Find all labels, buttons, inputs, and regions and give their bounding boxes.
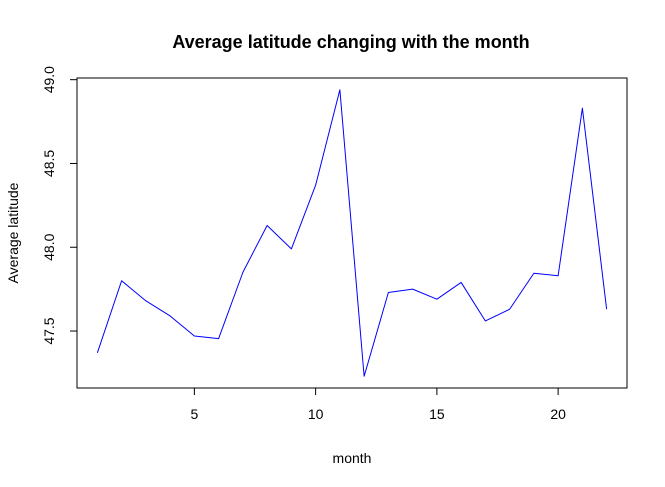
- series-layer: [96, 89, 608, 377]
- x-tick-label: 15: [429, 406, 445, 422]
- y-tick-label: 47.5: [41, 317, 57, 344]
- y-tick-label: 49.0: [41, 66, 57, 93]
- series-line: [96, 89, 608, 377]
- y-axis: 47.5 48.0 48.5 49.0: [41, 66, 78, 345]
- y-tick-label: 48.0: [41, 233, 57, 260]
- y-tick-label: 48.5: [41, 150, 57, 177]
- x-axis: 5 10 15 20: [190, 387, 566, 422]
- x-tick-label: 5: [190, 406, 198, 422]
- x-tick-label: 20: [550, 406, 566, 422]
- y-axis-label: Average latitude: [5, 182, 21, 283]
- x-axis-label: month: [333, 450, 372, 466]
- x-tick-label: 10: [308, 406, 324, 422]
- chart-title: Average latitude changing with the month: [172, 32, 529, 52]
